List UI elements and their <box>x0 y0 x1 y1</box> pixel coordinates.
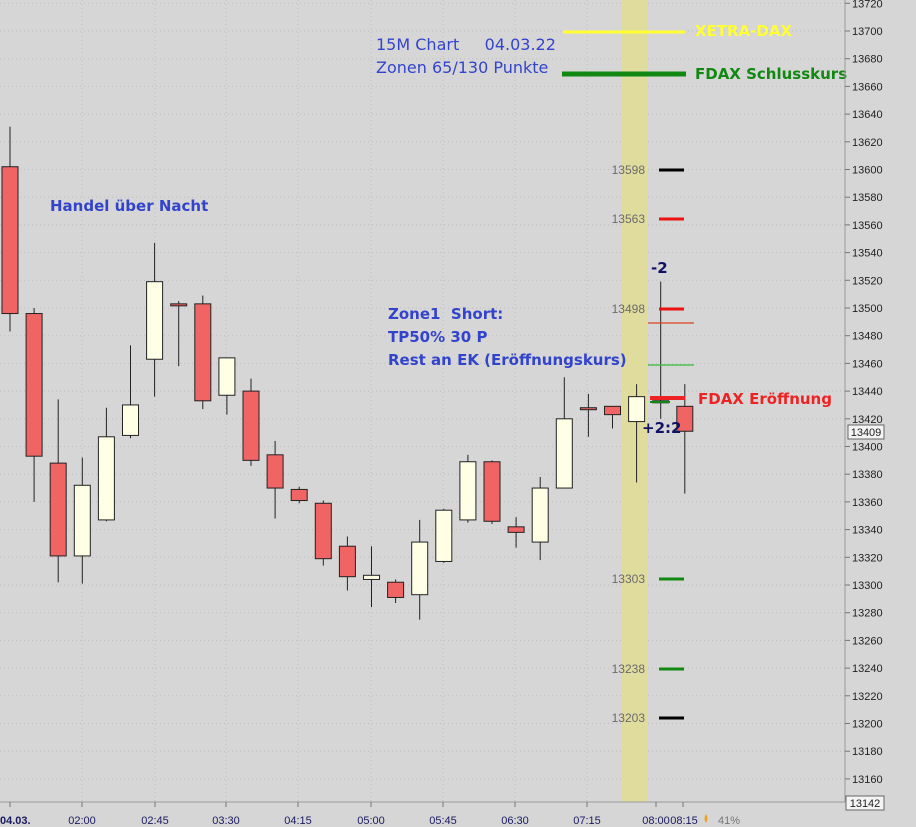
candle-body <box>49 462 67 557</box>
candle-body <box>194 303 212 402</box>
candle-body <box>25 313 43 457</box>
candle-body <box>411 541 429 596</box>
x-tick-label: 04.03. <box>0 815 31 827</box>
y-tick-label: 13440 <box>852 386 883 398</box>
candle-body <box>604 405 621 416</box>
zone-annotation-line1: Zone1 Short: <box>388 305 503 323</box>
y-tick-label: 13620 <box>852 137 883 149</box>
candle-body <box>507 526 525 533</box>
night-trading-annotation: Handel über Nacht <box>50 197 208 215</box>
time-axis: 04.03. 02:00 02:45 03:30 04:15 05:00 05:45 06:3… <box>0 802 698 827</box>
level-label: 13598 <box>612 163 646 177</box>
candle-body <box>363 574 380 580</box>
candle-body <box>146 281 164 360</box>
minus-marker: -2 <box>651 259 668 277</box>
y-tick-label: 13220 <box>852 691 883 703</box>
candle-body <box>1 166 19 315</box>
y-tick-label: 13360 <box>852 497 883 509</box>
candle-body <box>676 405 694 432</box>
candle-body <box>387 581 405 598</box>
y-tick-label: 13560 <box>852 220 883 232</box>
x-tick-label: 06:30 <box>501 815 529 827</box>
bottom-price-box <box>845 795 885 811</box>
y-tick-label: 13720 <box>852 0 883 10</box>
zone-levels: 13598 13563 13498 13303 13238 13203 <box>612 163 694 725</box>
plus-marker: +2:2 <box>642 419 681 437</box>
candle-body <box>531 487 549 543</box>
candle-body <box>338 545 356 578</box>
y-tick-label: 13640 <box>852 109 883 121</box>
y-tick-label: 13180 <box>852 746 883 758</box>
x-tick-label: 02:00 <box>68 815 96 827</box>
chart-title: 15M Chart 04.03.22 <box>376 35 556 54</box>
y-tick-label: 13520 <box>852 275 883 287</box>
y-tick-label: 13260 <box>852 635 883 647</box>
candle-body <box>218 357 236 396</box>
y-tick-label: 13280 <box>852 608 883 620</box>
candle-body <box>314 502 332 560</box>
candle-body <box>73 484 91 557</box>
y-tick-label: 13480 <box>852 331 883 343</box>
status-percent: 41% <box>718 815 740 827</box>
current-price-box <box>847 424 885 440</box>
candle-body <box>290 488 308 502</box>
eroeffnung-legend-label: FDAX Eröffnung <box>698 390 832 408</box>
y-tick-label: 13460 <box>852 358 883 370</box>
candle-body <box>242 390 260 461</box>
level-label: 13238 <box>612 662 646 676</box>
candle-body <box>266 454 284 489</box>
candle-body <box>122 404 139 436</box>
x-tick-label: 05:00 <box>357 815 385 827</box>
candle-body <box>579 407 597 411</box>
y-tick-label: 13400 <box>852 442 883 454</box>
candles <box>1 126 694 620</box>
candle-body <box>555 418 573 489</box>
schluss-legend-label: FDAX Schlusskurs <box>695 65 847 83</box>
y-tick-label: 13540 <box>852 248 883 260</box>
zone-annotation-line2: TP50% 30 P <box>388 328 487 346</box>
x-tick-label: 03:30 <box>212 815 240 827</box>
y-tick-label: 13340 <box>852 525 883 537</box>
price-axis: 13160 13180 13200 13220 13240 13260 13280 13300… <box>845 0 883 786</box>
x-tick-label: 04:15 <box>284 815 312 827</box>
level-label: 13498 <box>612 302 646 316</box>
candle-body <box>97 436 115 521</box>
y-tick-label: 13240 <box>852 663 883 675</box>
y-tick-label: 13300 <box>852 580 883 592</box>
candle-body <box>459 461 477 521</box>
candle-body <box>435 509 453 562</box>
y-tick-label: 13500 <box>852 303 883 315</box>
candle-body <box>483 461 501 522</box>
xetra-legend-label: XETRA-DAX <box>695 22 792 40</box>
x-tick-label: 07:15 <box>573 815 601 827</box>
grid-lines <box>0 0 845 802</box>
bottom-price-label: 13142 <box>850 798 881 810</box>
candle-body <box>628 396 646 423</box>
level-label: 13203 <box>612 711 646 725</box>
level-label: 13563 <box>612 212 646 226</box>
x-tick-label: 08:15 <box>670 815 698 827</box>
y-tick-label: 13600 <box>852 165 883 177</box>
y-tick-label: 13680 <box>852 54 883 66</box>
y-tick-label: 13160 <box>852 774 883 786</box>
x-tick-label: 08:00 <box>642 815 670 827</box>
y-tick-label: 13380 <box>852 469 883 481</box>
x-tick-label: 05:45 <box>429 815 457 827</box>
y-tick-label: 13700 <box>852 26 883 38</box>
y-tick-label: 13580 <box>852 192 883 204</box>
chart-subtitle: Zonen 65/130 Punkte <box>376 58 548 77</box>
flame-icon <box>704 814 708 823</box>
current-price-label: 13409 <box>851 427 882 439</box>
candle-body <box>170 303 188 307</box>
y-tick-label: 13660 <box>852 81 883 93</box>
y-tick-label: 13200 <box>852 719 883 731</box>
y-tick-label: 13420 <box>852 414 883 426</box>
level-label: 13303 <box>612 572 646 586</box>
zone-annotation-line3: Rest an EK (Eröffnungskurs) <box>388 351 627 369</box>
x-tick-label: 02:45 <box>141 815 169 827</box>
y-tick-label: 13320 <box>852 552 883 564</box>
